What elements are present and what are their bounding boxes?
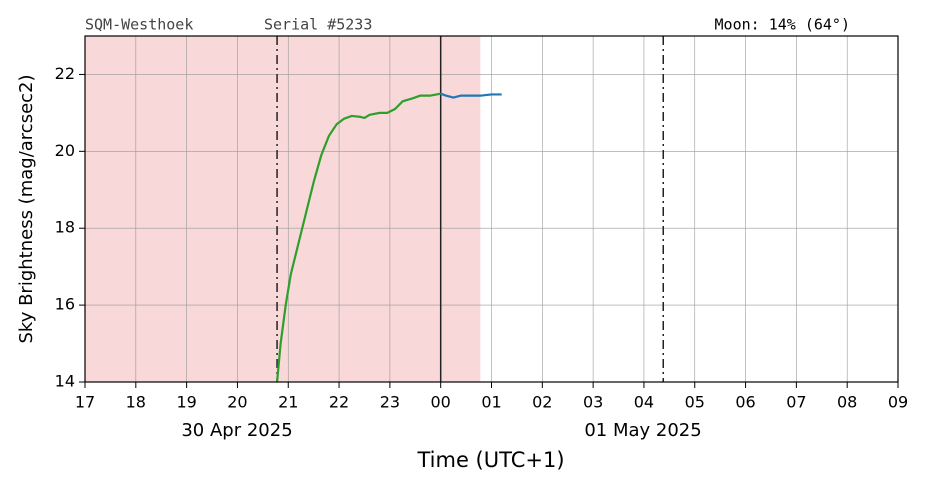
x-tick-label: 04 <box>634 393 654 412</box>
date-label: 30 Apr 2025 <box>181 420 292 441</box>
plot-frame <box>84 35 899 383</box>
station-name: SQM-Westhoek <box>85 16 193 34</box>
x-tick-label: 20 <box>227 393 247 412</box>
x-tick-label: 02 <box>532 393 552 412</box>
x-tick-label: 07 <box>786 393 806 412</box>
y-tick-label: 14 <box>55 372 75 391</box>
x-tick-label: 03 <box>583 393 603 412</box>
x-tick-label: 21 <box>278 393 298 412</box>
x-tick-label: 18 <box>126 393 146 412</box>
y-tick-label: 20 <box>55 141 75 160</box>
y-tick-label: 16 <box>55 295 75 314</box>
x-tick-label: 00 <box>431 393 451 412</box>
data-line <box>275 92 441 383</box>
moon-info: Moon: 14% (64°) <box>715 16 850 34</box>
x-tick-label: 17 <box>75 393 95 412</box>
x-tick-label: 01 <box>481 393 501 412</box>
x-tick-label: 09 <box>888 393 908 412</box>
x-axis-label: Time (UTC+1) <box>416 448 564 472</box>
data-line <box>440 92 502 99</box>
x-tick-label: 05 <box>685 393 705 412</box>
y-tick-label: 18 <box>55 218 75 237</box>
x-tick-label: 22 <box>329 393 349 412</box>
x-tick-label: 19 <box>176 393 196 412</box>
date-label: 01 May 2025 <box>584 420 701 441</box>
y-tick-label: 22 <box>55 64 75 83</box>
x-tick-label: 06 <box>735 393 755 412</box>
serial: Serial #5233 <box>264 16 372 34</box>
x-tick-label: 08 <box>837 393 857 412</box>
y-axis-label: Sky Brightness (mag/arcsec2) <box>16 74 37 343</box>
x-tick-label: 23 <box>380 393 400 412</box>
